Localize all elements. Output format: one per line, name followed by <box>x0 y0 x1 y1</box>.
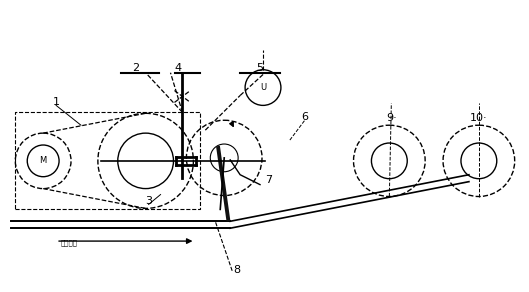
Text: 7: 7 <box>265 175 272 185</box>
Text: 6: 6 <box>302 112 308 122</box>
Text: 4: 4 <box>175 63 182 73</box>
Text: M: M <box>40 156 47 165</box>
Text: 2: 2 <box>132 63 139 73</box>
Text: U: U <box>260 83 266 92</box>
Text: 10·: 10· <box>470 113 488 123</box>
Text: 9·: 9· <box>386 113 397 123</box>
Text: 5: 5 <box>257 63 263 73</box>
Text: 1: 1 <box>52 98 60 107</box>
Text: 8: 8 <box>234 265 241 275</box>
Text: 3: 3 <box>145 197 152 206</box>
Text: 带钢运行: 带钢运行 <box>61 239 78 246</box>
